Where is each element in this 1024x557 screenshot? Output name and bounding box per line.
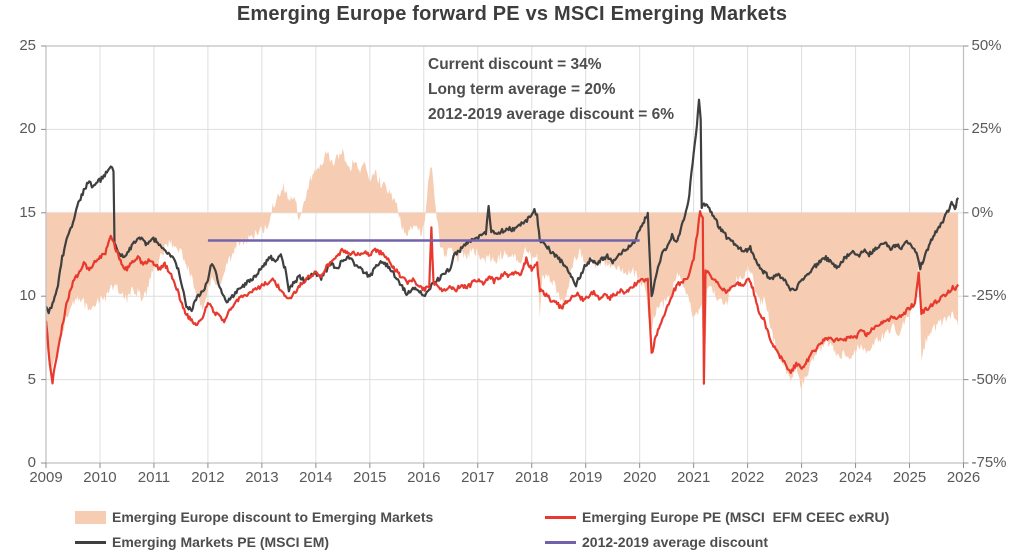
x-tick-label: 2013: [245, 469, 279, 486]
x-tick-label: 2016: [407, 469, 441, 486]
x-tick-label: 2009: [29, 469, 63, 486]
line-swatch-icon: [545, 540, 576, 544]
chart-title: Emerging Europe forward PE vs MSCI Emerg…: [236, 3, 788, 25]
x-tick-label: 2023: [784, 469, 819, 486]
x-tick-label: 2010: [83, 469, 117, 486]
annotation-2012-2019-average: 2012-2019 average discount = 6%: [428, 106, 674, 123]
x-tick-label: 2017: [461, 469, 495, 486]
y-right-tick-label: -25%: [971, 287, 1007, 305]
y-left-tick-label: 5: [27, 370, 36, 388]
y-left-tick-label: 15: [19, 203, 36, 221]
y-left-tick-label: 10: [19, 287, 36, 305]
x-tick-label: 2021: [676, 469, 711, 486]
line-swatch-icon: [75, 540, 106, 544]
legend-item-emerging-markets-pe-msci-em-: Emerging Markets PE (MSCI EM): [75, 534, 329, 550]
y-right-tick-label: -75%: [971, 454, 1007, 471]
ee-pe-line: [46, 210, 960, 385]
legend-item-2012-2019-average-discount: 2012-2019 average discount: [545, 534, 768, 550]
legend-label: Emerging Markets PE (MSCI EM): [112, 534, 330, 550]
legend-label: 2012-2019 average discount: [582, 534, 768, 550]
annotation-current-discount: Current discount = 34%: [428, 56, 602, 73]
area-swatch-icon: [75, 510, 106, 524]
y-right-tick-label: 0%: [971, 203, 994, 221]
axes-frame: [45, 45, 965, 464]
x-tick-label: 2019: [569, 469, 603, 486]
y-right-tick-label: -50%: [971, 370, 1007, 388]
y-left-tick-label: 20: [19, 120, 36, 138]
legend-item-emerging-europe-pe-msci-efm-ce: Emerging Europe PE (MSCI EFM CEEC exRU): [545, 509, 889, 525]
y-left-tick-label: 25: [19, 37, 36, 54]
y-right-tick-label: 50%: [971, 37, 1002, 54]
x-tick-label: 2025: [892, 469, 927, 486]
line-swatch-icon: [545, 515, 576, 519]
annotation-long-term-average: Long term average = 20%: [428, 81, 616, 98]
x-tick-label: 2026: [946, 469, 981, 486]
em-pe-line: [46, 98, 960, 315]
legend-item-emerging-europe-discount-to-em: Emerging Europe discount to Emerging Mar…: [75, 509, 433, 525]
x-tick-label: 2022: [730, 469, 765, 486]
annotation-block: Current discount = 34% Long term average…: [428, 52, 674, 127]
x-tick-label: 2020: [622, 469, 657, 486]
axis-ticks: [41, 45, 969, 468]
x-tick-label: 2018: [515, 469, 549, 486]
legend-label: Emerging Europe discount to Emerging Mar…: [112, 509, 434, 525]
discount-area: [46, 148, 959, 390]
x-tick-label: 2012: [191, 469, 225, 486]
legend-label: Emerging Europe PE (MSCI EFM CEEC exRU): [582, 509, 890, 525]
x-tick-label: 2024: [838, 469, 873, 486]
y-left-tick-label: 0: [27, 454, 36, 471]
x-tick-label: 2015: [353, 469, 387, 486]
y-right-tick-label: 25%: [971, 120, 1002, 138]
x-tick-label: 2011: [137, 469, 171, 486]
x-tick-label: 2014: [299, 469, 333, 486]
